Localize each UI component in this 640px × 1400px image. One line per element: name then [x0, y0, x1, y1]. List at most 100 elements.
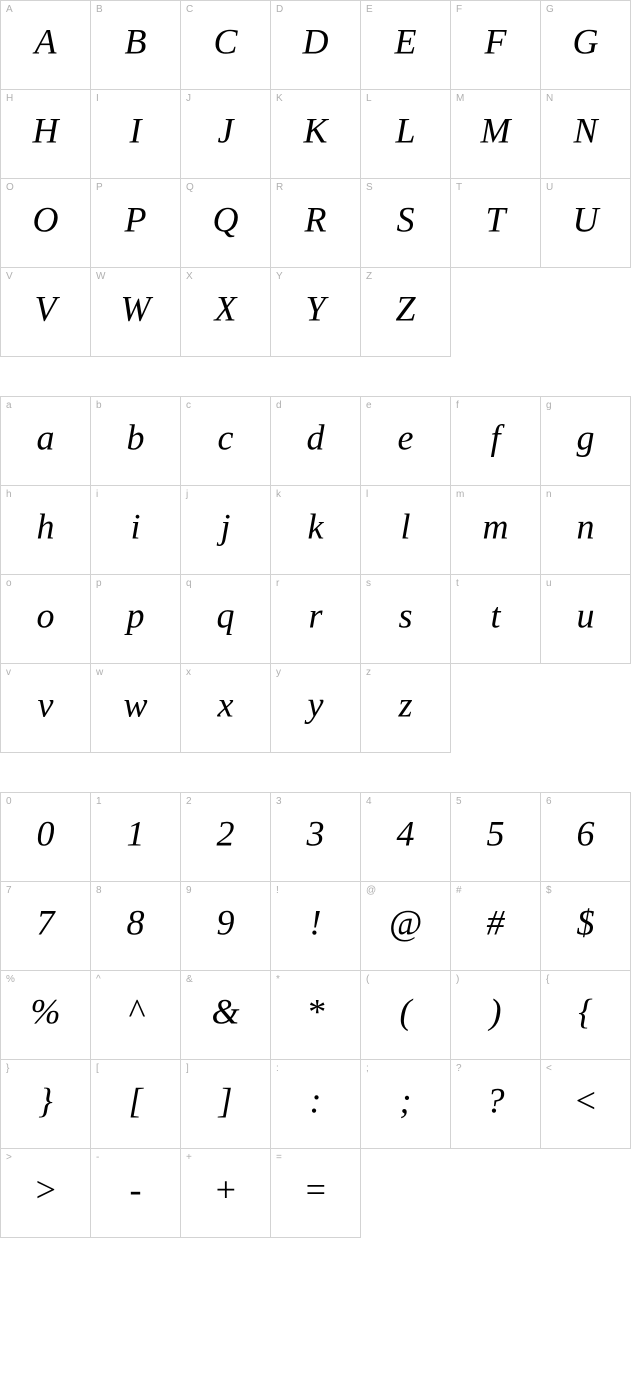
glyph-cell: tt: [450, 574, 541, 664]
glyph-label: N: [546, 93, 553, 104]
glyph-label: s: [366, 578, 371, 589]
glyph-character: P: [125, 201, 147, 237]
glyph-character: 7: [37, 904, 55, 940]
glyph-character: K: [303, 112, 327, 148]
glyph-cell: 44: [360, 792, 451, 882]
glyph-cell: gg: [540, 396, 631, 486]
glyph-label: 4: [366, 796, 372, 807]
glyph-character: A: [35, 23, 57, 59]
glyph-label: V: [6, 271, 13, 282]
glyph-cell: $$: [540, 881, 631, 971]
glyph-cell: aa: [0, 396, 91, 486]
glyph-label: U: [546, 182, 553, 193]
glyph-character: x: [218, 686, 234, 722]
glyph-label: >: [6, 1152, 12, 1163]
glyph-label: #: [456, 885, 462, 896]
glyph-character: k: [308, 508, 324, 544]
glyph-label: 3: [276, 796, 282, 807]
glyph-character: U: [573, 201, 599, 237]
glyph-character: *: [307, 993, 325, 1029]
glyph-character: J: [218, 112, 234, 148]
glyph-character: t: [490, 597, 500, 633]
glyph-character: $: [577, 904, 595, 940]
glyph-cell: 33: [270, 792, 361, 882]
glyph-character: +: [213, 1171, 237, 1207]
glyph-character: B: [125, 23, 147, 59]
glyph-character: 4: [397, 815, 415, 851]
glyph-cell: vv: [0, 663, 91, 753]
glyph-label: [: [96, 1063, 99, 1074]
glyph-character: s: [398, 597, 412, 633]
glyph-label: Q: [186, 182, 194, 193]
glyph-character: W: [121, 290, 151, 326]
glyph-cell: 88: [90, 881, 181, 971]
glyph-cell: ??: [450, 1059, 541, 1149]
glyph-label: 0: [6, 796, 12, 807]
glyph-character: 5: [487, 815, 505, 851]
glyph-cell: MM: [450, 89, 541, 179]
glyph-label: W: [96, 271, 105, 282]
glyph-label: H: [6, 93, 13, 104]
glyph-cell: ((: [360, 970, 451, 1060]
glyph-label: l: [366, 489, 368, 500]
glyph-character: L: [395, 112, 415, 148]
glyph-label: D: [276, 4, 283, 15]
glyph-character: V: [35, 290, 57, 326]
glyph-cell: II: [90, 89, 181, 179]
glyph-label: E: [366, 4, 373, 15]
glyph-label: +: [186, 1152, 192, 1163]
glyph-character: [: [128, 1082, 142, 1118]
glyph-character: =: [303, 1171, 327, 1207]
glyph-label: %: [6, 974, 15, 985]
glyph-cell: &&: [180, 970, 271, 1060]
glyph-cell: uu: [540, 574, 631, 664]
glyph-cell: nn: [540, 485, 631, 575]
glyph-label: A: [6, 4, 13, 15]
glyph-label: (: [366, 974, 369, 985]
glyph-label: ;: [366, 1063, 369, 1074]
glyph-character: o: [37, 597, 55, 633]
glyph-cell: YY: [270, 267, 361, 357]
glyph-character: S: [397, 201, 415, 237]
glyph-cell: }}: [0, 1059, 91, 1149]
glyph-cell: 55: [450, 792, 541, 882]
glyph-cell: ww: [90, 663, 181, 753]
section-numbers-symbols: 00112233445566778899!!@@##$$%%^^&&**(())…: [0, 792, 640, 1237]
glyph-character: n: [577, 508, 595, 544]
glyph-label: M: [456, 93, 464, 104]
glyph-label: 1: [96, 796, 102, 807]
glyph-character: ^: [128, 993, 143, 1029]
glyph-character: ): [490, 993, 502, 1029]
glyph-cell: ++: [180, 1148, 271, 1238]
glyph-cell: FF: [450, 0, 541, 90]
glyph-cell: AA: [0, 0, 91, 90]
glyph-character: Y: [305, 290, 325, 326]
glyph-character: %: [31, 993, 61, 1029]
glyph-character: >: [33, 1171, 57, 1207]
glyph-character: m: [483, 508, 509, 544]
glyph-label: g: [546, 400, 552, 411]
glyph-cell: KK: [270, 89, 361, 179]
glyph-character: e: [398, 419, 414, 455]
glyph-cell: ee: [360, 396, 451, 486]
glyph-cell: ==: [270, 1148, 361, 1238]
glyph-label: Z: [366, 271, 372, 282]
glyph-character: Q: [213, 201, 239, 237]
glyph-label: q: [186, 578, 192, 589]
glyph-label: P: [96, 182, 103, 193]
glyph-cell: **: [270, 970, 361, 1060]
glyph-cell: SS: [360, 178, 451, 268]
glyph-label: J: [186, 93, 191, 104]
glyph-character: g: [577, 419, 595, 455]
glyph-cell: --: [90, 1148, 181, 1238]
glyph-cell: cc: [180, 396, 271, 486]
glyph-label: x: [186, 667, 191, 678]
character-map: AABBCCDDEEFFGGHHIIJJKKLLMMNNOOPPQQRRSSTT…: [0, 0, 640, 1237]
glyph-character: w: [123, 686, 147, 722]
glyph-cell: ZZ: [360, 267, 451, 357]
glyph-cell: bb: [90, 396, 181, 486]
glyph-cell: 22: [180, 792, 271, 882]
glyph-label: a: [6, 400, 12, 411]
glyph-label: ^: [96, 974, 101, 985]
glyph-character: :: [310, 1082, 322, 1118]
